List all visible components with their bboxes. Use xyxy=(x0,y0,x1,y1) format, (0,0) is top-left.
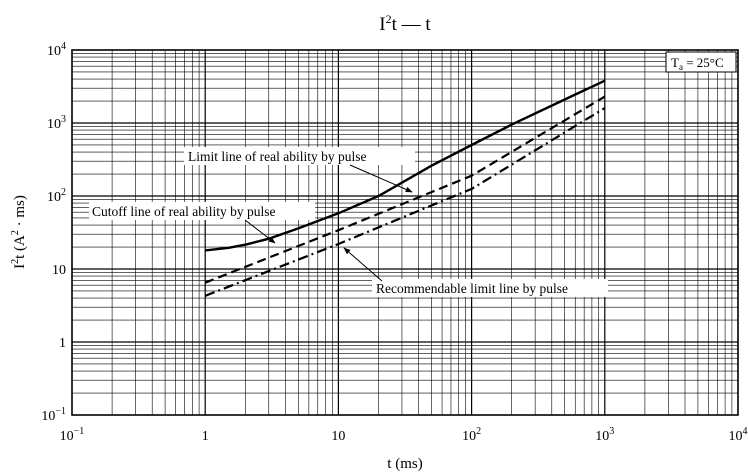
x-tick-label: 103 xyxy=(595,426,614,444)
x-tick-label: 10−1 xyxy=(60,426,85,444)
limit-line-solid xyxy=(205,79,606,252)
annotation-recommend-arrow xyxy=(343,247,383,282)
x-tick-label: 102 xyxy=(462,426,481,444)
annotation-cutoff: Cutoff line of real ability by pulse xyxy=(89,202,315,244)
annotation-recommend-text: Recommendable limit line by pulse xyxy=(376,281,568,296)
annotation-limit: Limit line of real ability by pulse xyxy=(184,147,415,193)
y-tick-label: 102 xyxy=(47,187,66,205)
x-axis-label: t (ms) xyxy=(387,456,422,472)
y-axis-label: I2t (A2 · ms) xyxy=(10,195,28,269)
condition-box: Ta = 25°C xyxy=(665,51,737,73)
y-tick-labels: 10−1 1 10 102 103 104 xyxy=(41,41,66,424)
recommendable-line-dashdot xyxy=(204,107,606,297)
plot-frame xyxy=(71,49,739,416)
grid xyxy=(72,50,738,415)
annotation-recommend: Recommendable limit line by pulse xyxy=(343,247,608,297)
series-lines xyxy=(204,79,606,297)
x-tick-label: 10 xyxy=(331,429,345,444)
y-tick-label: 1 xyxy=(59,336,66,351)
chart-title: I2t — t xyxy=(379,12,431,35)
annotation-limit-text: Limit line of real ability by pulse xyxy=(188,149,366,164)
annotation-cutoff-text: Cutoff line of real ability by pulse xyxy=(92,204,275,219)
annotation-limit-arrow xyxy=(349,164,413,193)
annotation-cutoff-arrow xyxy=(244,219,276,244)
y-tick-label: 104 xyxy=(47,41,66,59)
condition-label: Ta = 25°C xyxy=(671,55,724,72)
cutoff-line-dashed xyxy=(204,95,606,284)
y-tick-label: 103 xyxy=(47,114,66,132)
y-tick-label: 10 xyxy=(52,263,66,278)
x-tick-label: 1 xyxy=(202,429,209,444)
x-tick-label: 104 xyxy=(729,426,748,444)
y-tick-label: 10−1 xyxy=(41,406,66,424)
x-tick-labels: 10−1 1 10 102 103 104 xyxy=(60,426,748,444)
